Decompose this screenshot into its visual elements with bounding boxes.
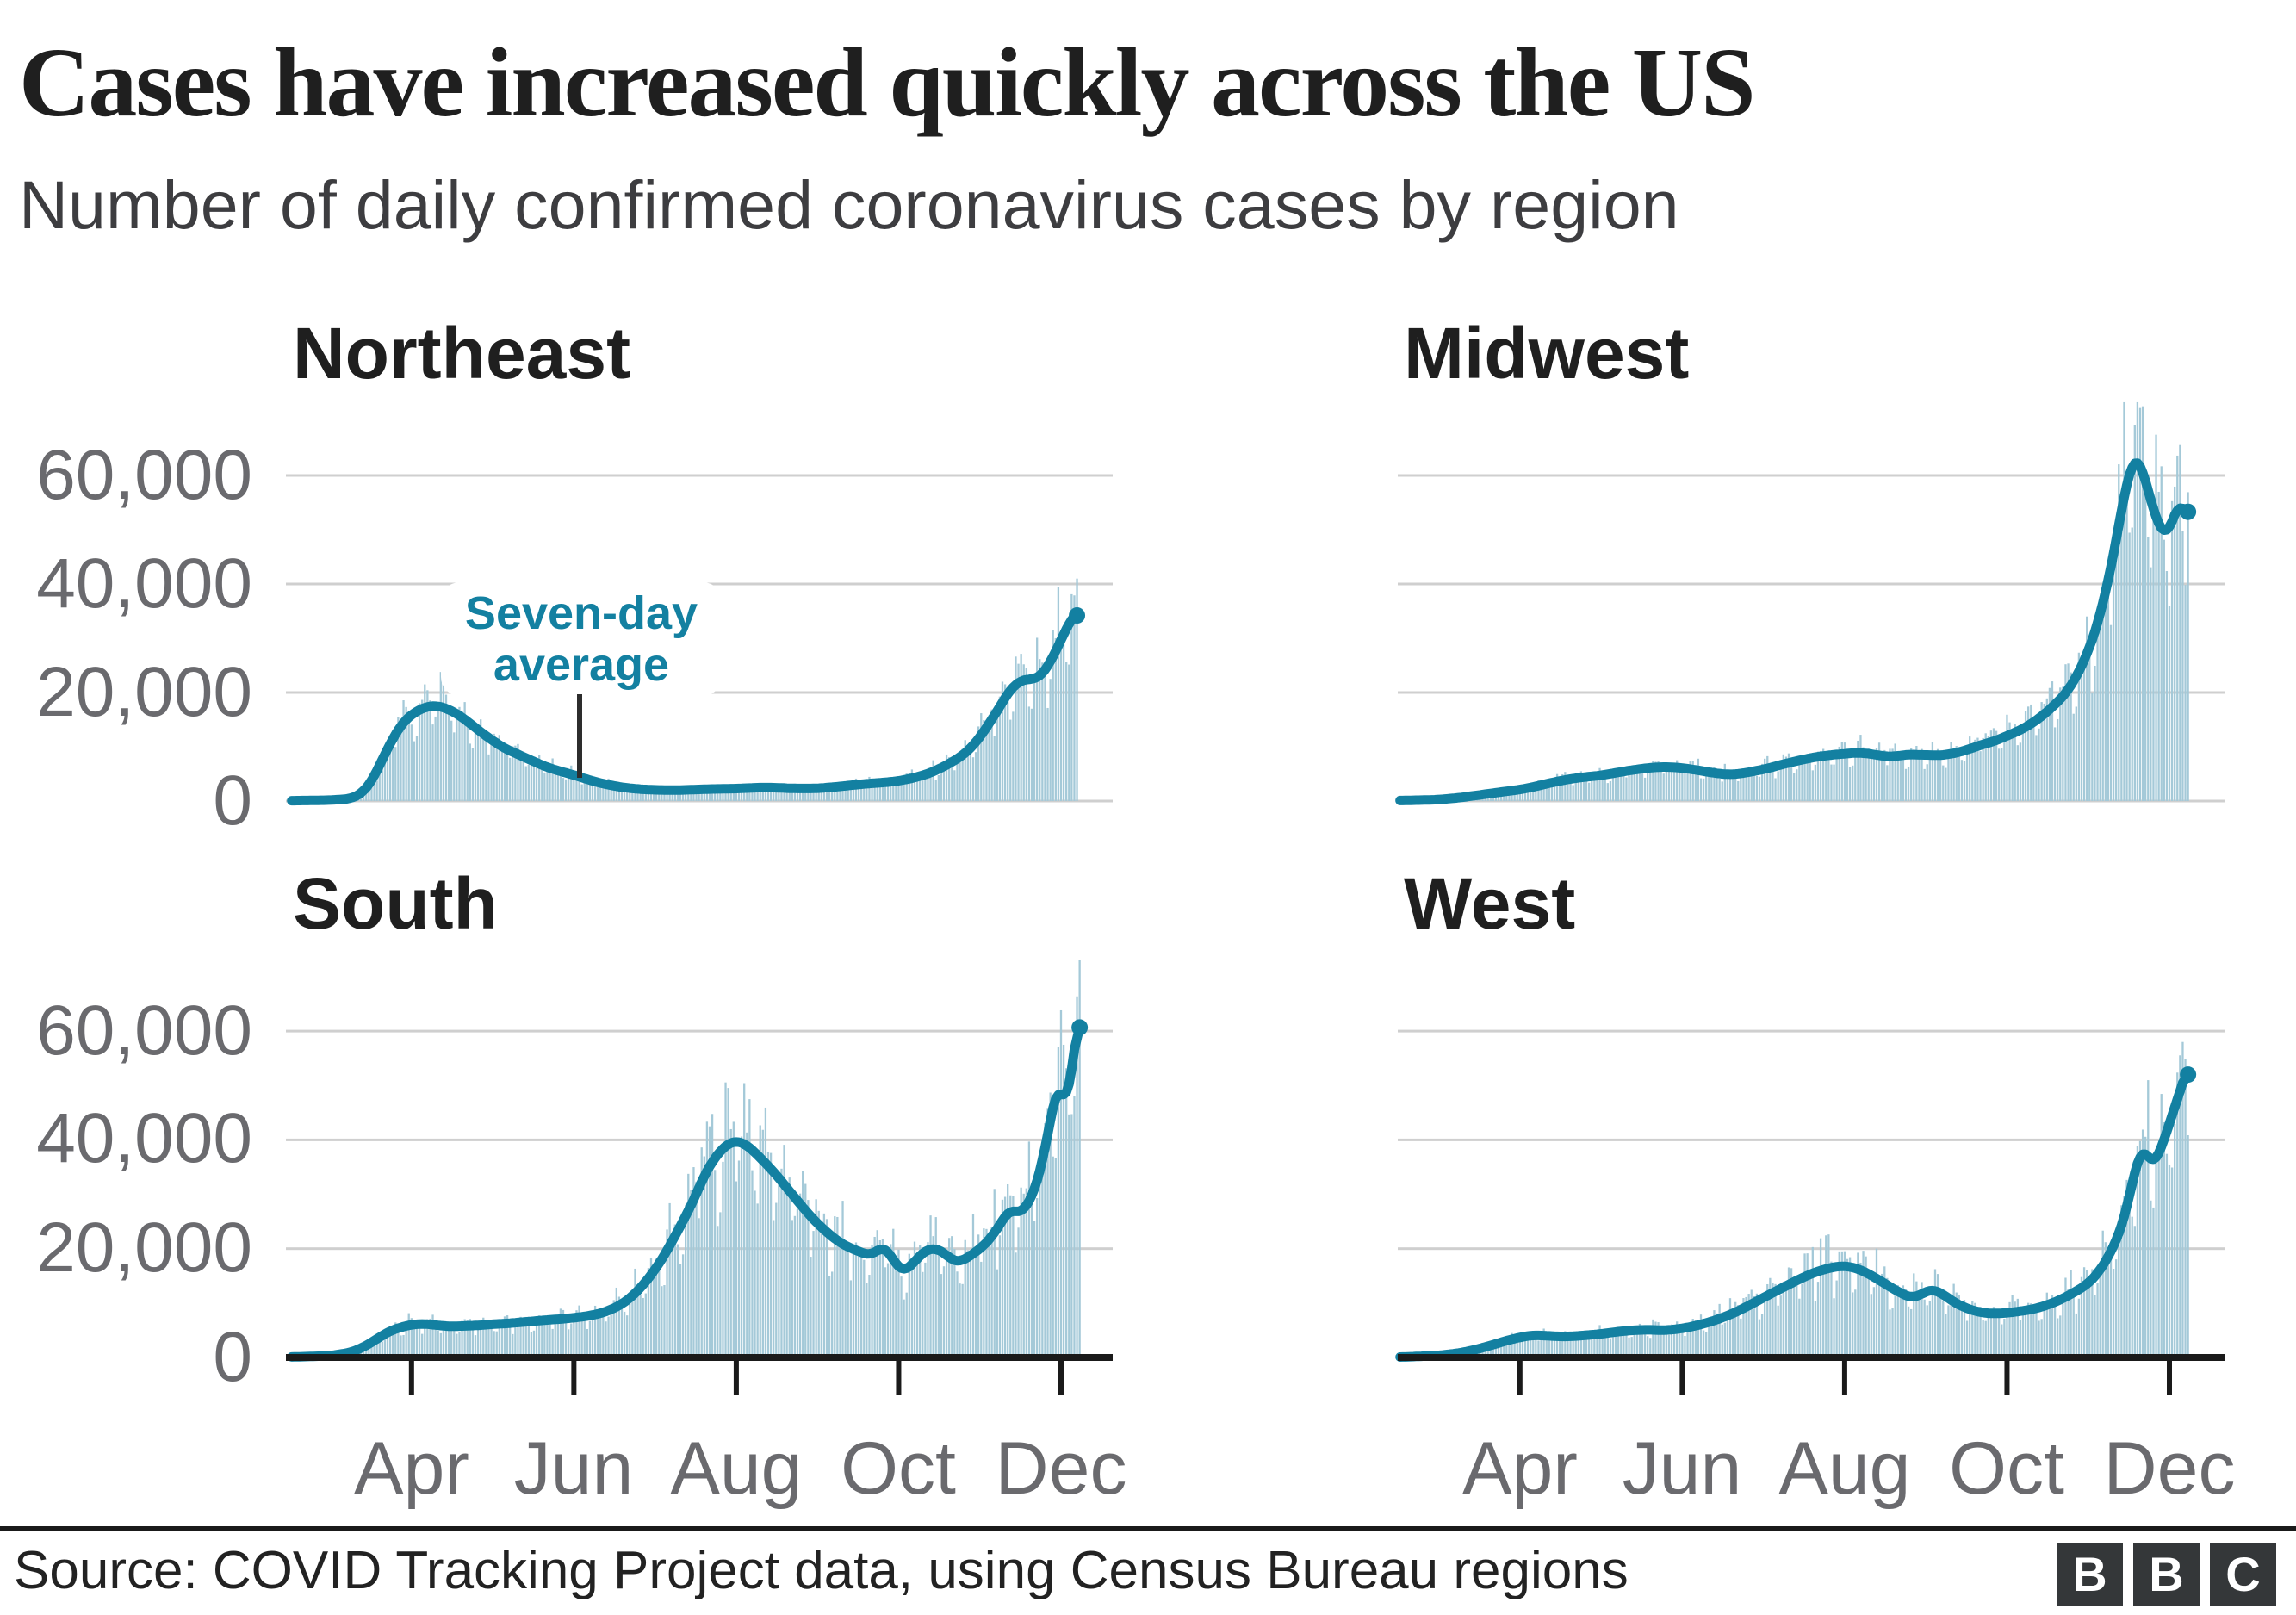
x-axis-label: Dec [995,1427,1127,1510]
bbc-logo-block-b2: B [2133,1543,2200,1606]
chart-south [286,960,1113,1395]
y-axis-label: 60,000 [36,991,252,1070]
bbc-logo-letter: B [2149,1547,2184,1601]
bbc-logo-block-c: C [2210,1543,2276,1606]
x-axis-label: Jun [1622,1427,1742,1510]
annotation-pointer-line [577,694,582,778]
chart-west [1395,1029,2225,1395]
x-axis-label: Apr [354,1427,469,1510]
y-axis-label: 20,000 [36,653,252,731]
annotation-label-line1: Seven-day [464,587,698,639]
source-credit: Source: COVID Tracking Project data, usi… [14,1541,1629,1600]
panel-title-northeast: Northeast [293,313,631,394]
x-axis-label: Aug [670,1427,803,1510]
chart-subtitle: Number of daily confirmed coronavirus ca… [19,166,1679,243]
panel-title-midwest: Midwest [1404,313,1690,394]
x-axis-label: Oct [841,1427,956,1510]
y-axis-label: 0 [213,1318,252,1396]
annotation-label-line2: average [493,639,670,691]
footer-divider [0,1526,2296,1531]
annotation-box: Seven-day average [441,582,722,696]
panel-title-west: West [1404,863,1576,944]
y-axis-label: 60,000 [36,436,252,514]
panel-title-south: South [293,863,498,944]
bbc-logo-block-b1: B [2057,1543,2123,1606]
bbc-logo-letter: C [2225,1547,2261,1601]
x-axis-label: Aug [1778,1427,1911,1510]
y-axis-label: 40,000 [36,544,252,623]
x-axis-label: Jun [513,1427,634,1510]
x-axis-label: Apr [1462,1427,1578,1510]
bbc-logo-letter: B [2072,1547,2107,1601]
chart-midwest [1395,401,2225,805]
x-axis-label: Dec [2103,1427,2236,1510]
chart-title: Cases have increased quickly across the … [19,28,1756,137]
x-axis-label: Oct [1949,1427,2064,1510]
y-axis-label: 0 [213,761,252,840]
y-axis-label: 20,000 [36,1208,252,1287]
y-axis-label: 40,000 [36,1099,252,1177]
